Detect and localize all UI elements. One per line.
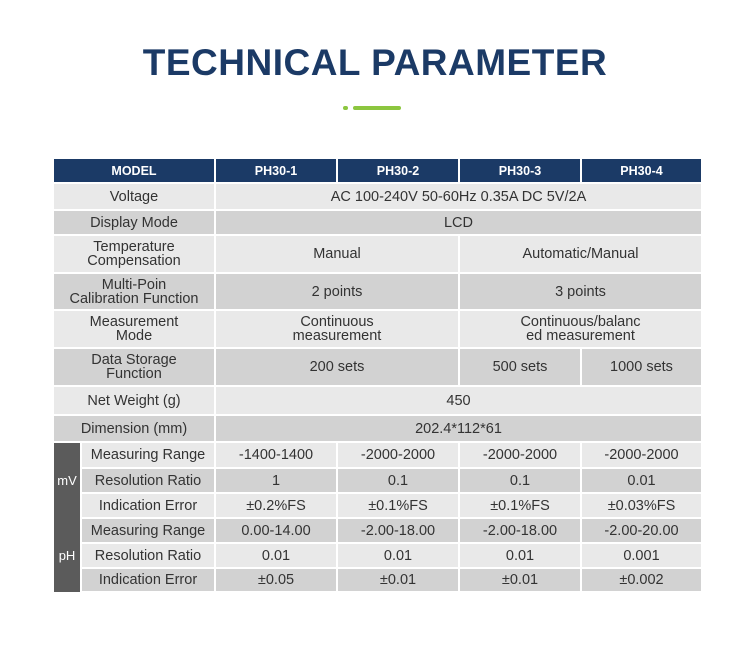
group-label: pH [54, 519, 80, 592]
cell: Continuous/balanc ed measurement [460, 311, 701, 347]
cell: Manual [216, 236, 458, 272]
cell: -2000-2000 [338, 443, 458, 467]
cell: -2.00-18.00 [338, 519, 458, 542]
row-label: Voltage [54, 184, 214, 209]
cell: 0.01 [582, 469, 701, 492]
column-header: PH30-3 [460, 159, 580, 182]
column-header: MODEL [54, 159, 214, 182]
row-label: Data Storage Function [54, 349, 214, 385]
column-header: PH30-4 [582, 159, 701, 182]
cell: 0.01 [338, 544, 458, 567]
cell: 3 points [460, 274, 701, 309]
cell: ±0.05 [216, 569, 336, 591]
cell: ±0.01 [338, 569, 458, 591]
cell: -2000-2000 [460, 443, 580, 467]
group-label: mV [54, 443, 80, 519]
cell: 200 sets [216, 349, 458, 385]
cell: 1 [216, 469, 336, 492]
cell: 0.01 [216, 544, 336, 567]
cell: ±0.002 [582, 569, 701, 591]
row-label: Net Weight (g) [54, 387, 214, 414]
cell: ±0.2%FS [216, 494, 336, 517]
cell: -2000-2000 [582, 443, 701, 467]
cell: ±0.1%FS [338, 494, 458, 517]
cell: 0.1 [338, 469, 458, 492]
row-label: Resolution Ratio [82, 544, 214, 567]
title: TECHNICAL PARAMETER [142, 42, 608, 83]
cell: AC 100-240V 50-60Hz 0.35A DC 5V/2A [216, 184, 701, 209]
column-header: PH30-1 [216, 159, 336, 182]
cell: 0.001 [582, 544, 701, 567]
cell: 0.00-14.00 [216, 519, 336, 542]
cell: Continuous measurement [216, 311, 458, 347]
cell: -2.00-18.00 [460, 519, 580, 542]
cell: ±0.1%FS [460, 494, 580, 517]
cell: 450 [216, 387, 701, 414]
row-label: Measuring Range [82, 519, 214, 542]
cell: Automatic/Manual [460, 236, 701, 272]
cell: 1000 sets [582, 349, 701, 385]
row-label: Temperature Compensation [54, 236, 214, 272]
cell: -2.00-20.00 [582, 519, 701, 542]
title-underline [343, 106, 401, 110]
cell: 2 points [216, 274, 458, 309]
row-label: Resolution Ratio [82, 469, 214, 492]
cell: ±0.03%FS [582, 494, 701, 517]
row-label: Multi-Poin Calibration Function [54, 274, 214, 309]
row-label: Measuring Range [82, 443, 214, 467]
cell: LCD [216, 211, 701, 234]
row-label: Dimension (mm) [54, 416, 214, 441]
column-header: PH30-2 [338, 159, 458, 182]
cell: 500 sets [460, 349, 580, 385]
cell: 0.1 [460, 469, 580, 492]
row-label: Display Mode [54, 211, 214, 234]
cell: 202.4*112*61 [216, 416, 701, 441]
row-label: Indication Error [82, 569, 214, 591]
row-label: Measurement Mode [54, 311, 214, 347]
cell: 0.01 [460, 544, 580, 567]
cell: -1400-1400 [216, 443, 336, 467]
row-label: Indication Error [82, 494, 214, 517]
cell: ±0.01 [460, 569, 580, 591]
